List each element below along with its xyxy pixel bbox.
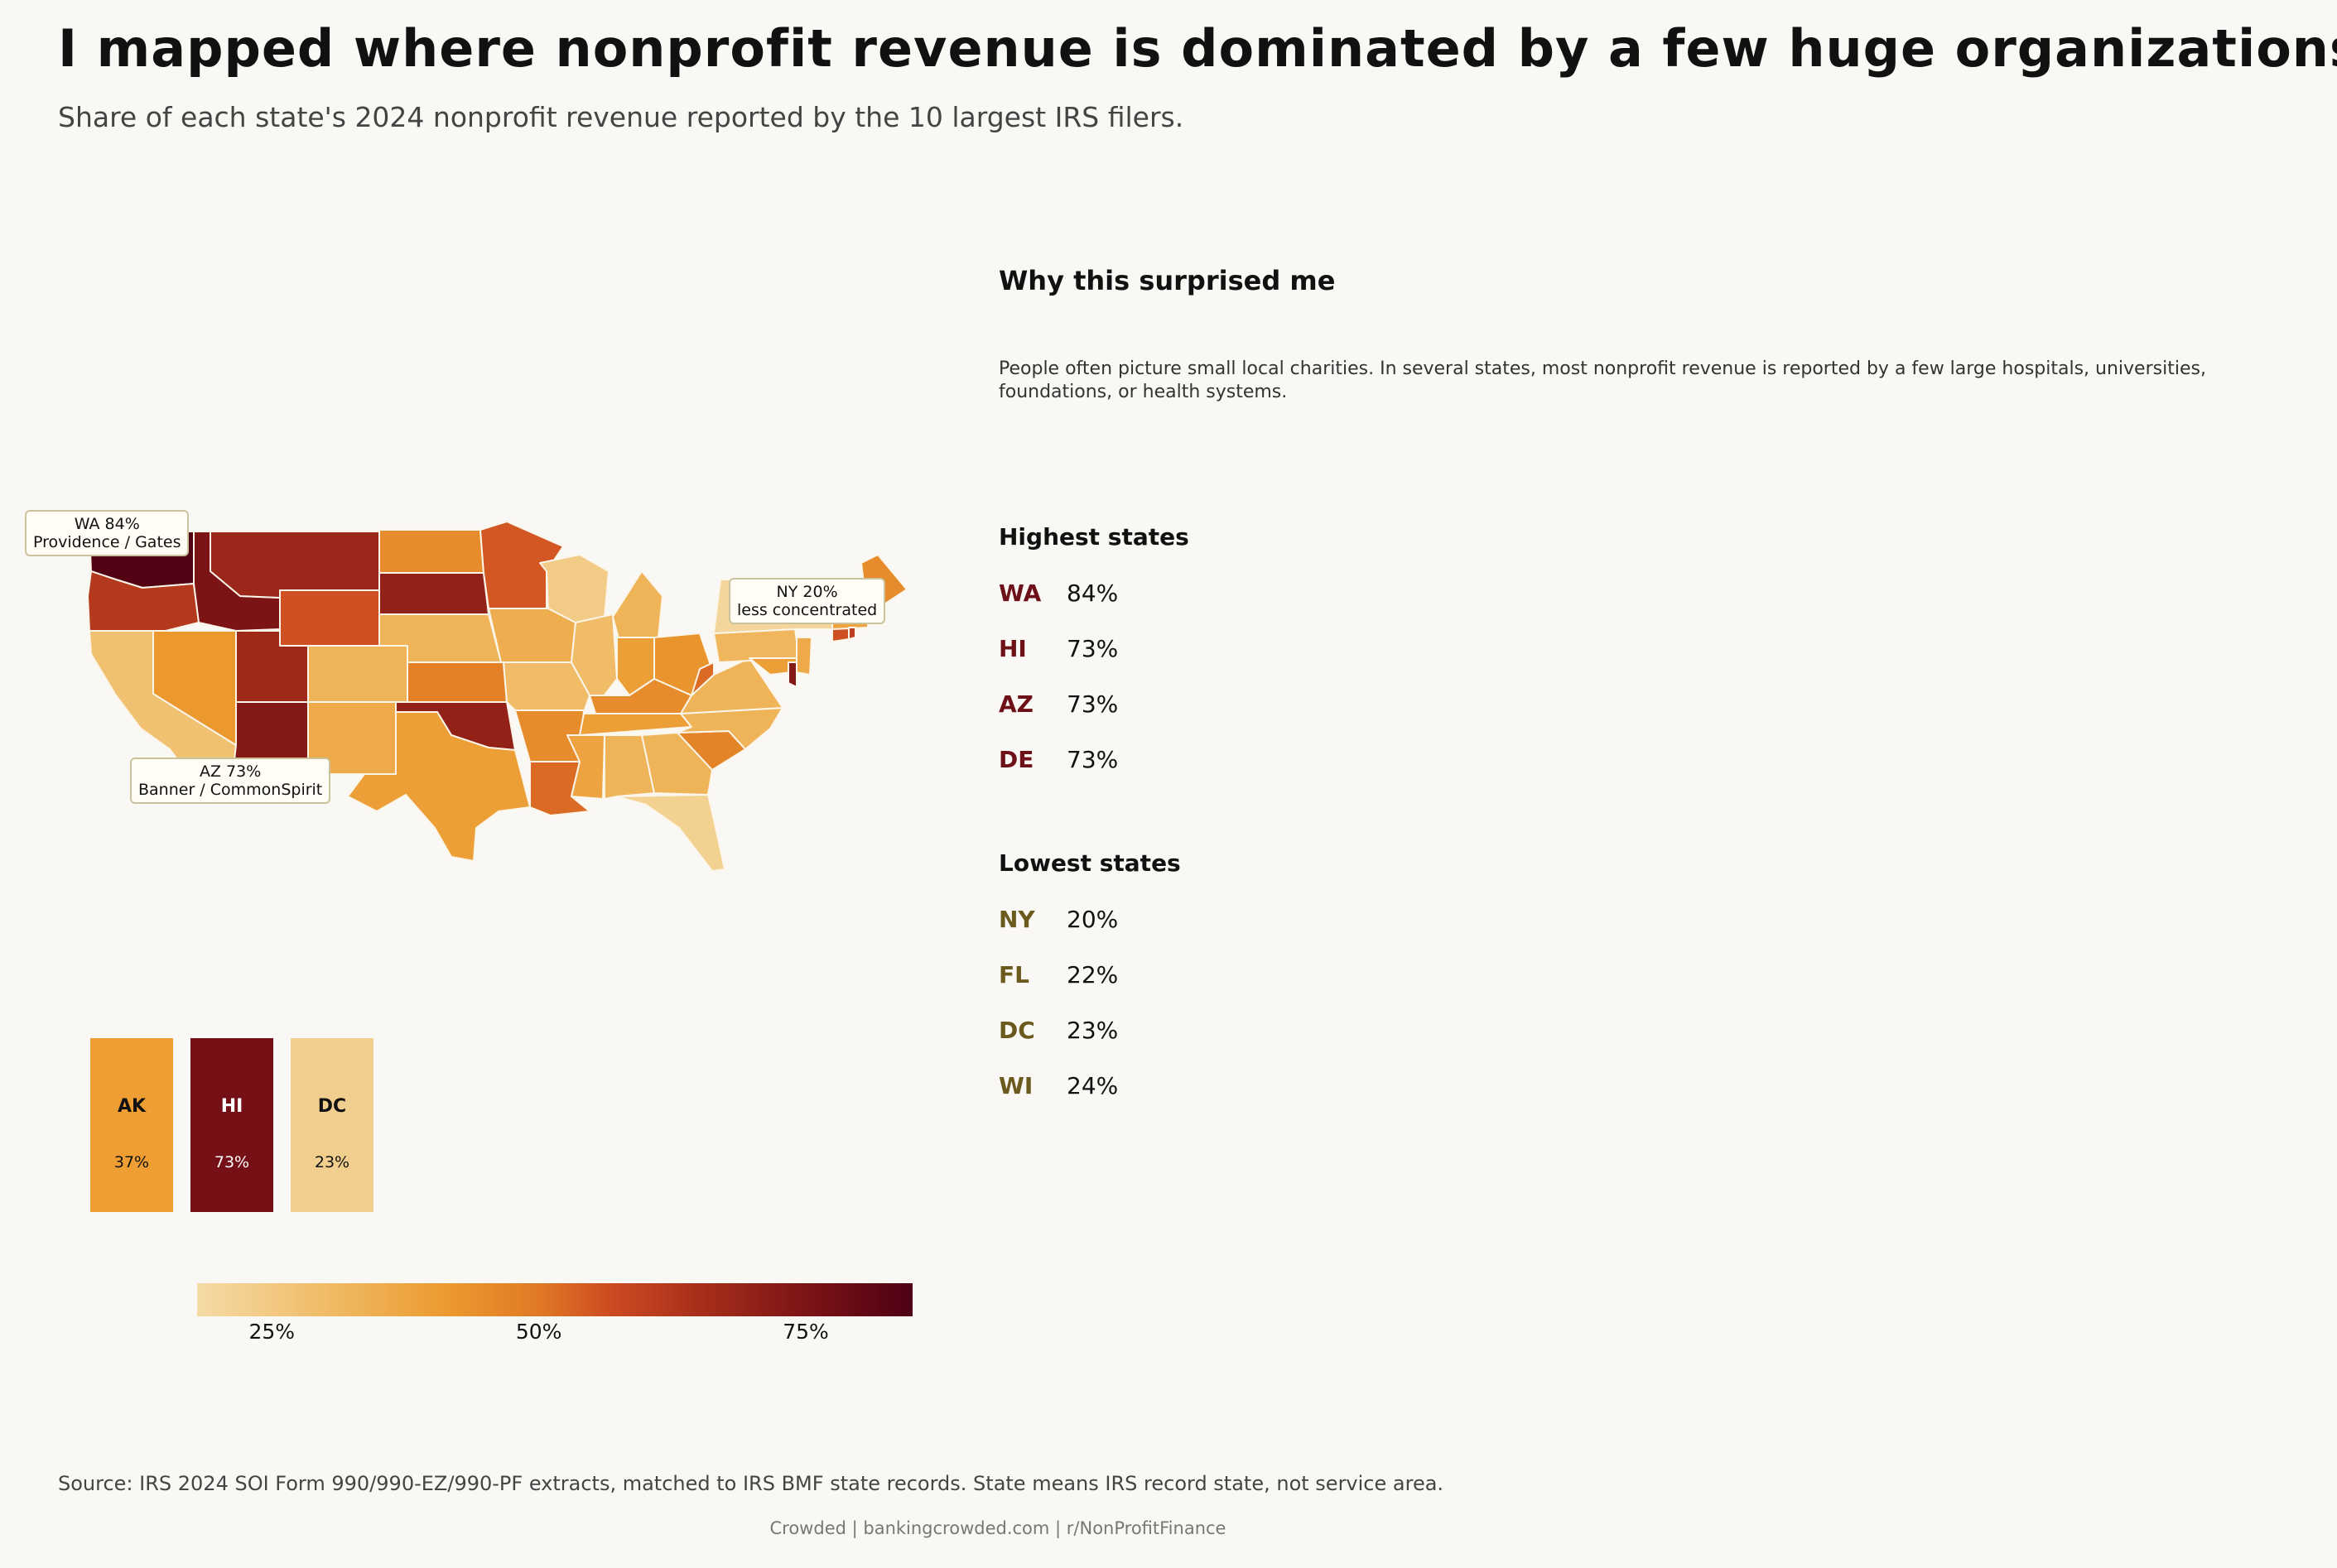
state-code: FL bbox=[999, 961, 1029, 988]
state-fl bbox=[616, 794, 725, 872]
state-ks bbox=[407, 661, 508, 703]
state-value: 20% bbox=[1067, 906, 1119, 933]
state-wy bbox=[279, 589, 380, 647]
state-value: 24% bbox=[1067, 1072, 1119, 1099]
legend-tick-label: 25% bbox=[248, 1320, 296, 1344]
lowest-row: NY 20% bbox=[999, 906, 1118, 933]
panel-heading: Why this surprised me bbox=[999, 265, 1336, 296]
state-ms bbox=[566, 734, 605, 800]
wa-callout: WA 84% Providence / Gates bbox=[25, 510, 190, 556]
state-tn bbox=[579, 713, 692, 736]
inset-tile-ak: AK 37% bbox=[90, 1038, 173, 1212]
legend-tick-label: 75% bbox=[783, 1320, 829, 1344]
inset-tile-hi: HI 73% bbox=[190, 1038, 273, 1212]
state-co bbox=[307, 645, 408, 703]
state-ri bbox=[848, 627, 856, 640]
highest-row: AZ 73% bbox=[999, 690, 1118, 718]
state-value: 23% bbox=[1067, 1017, 1119, 1044]
highest-row: DE 73% bbox=[999, 746, 1118, 773]
state-value: 73% bbox=[1067, 635, 1119, 662]
ny-callout: NY 20% less concentrated bbox=[729, 578, 886, 624]
source-note: Source: IRS 2024 SOI Form 990/990-EZ/990… bbox=[58, 1472, 1444, 1495]
lowest-row: FL 22% bbox=[999, 961, 1118, 988]
state-tx bbox=[347, 711, 531, 862]
inset-tile-dc: DC 23% bbox=[291, 1038, 373, 1212]
page-title: I mapped where nonprofit revenue is domi… bbox=[58, 18, 2337, 79]
panel-body: People often picture small local chariti… bbox=[999, 358, 2206, 402]
color-legend-bar bbox=[197, 1283, 913, 1316]
state-code: DC bbox=[999, 1017, 1035, 1044]
state-code: WA bbox=[999, 580, 1042, 607]
lowest-row: DC 23% bbox=[999, 1017, 1118, 1044]
state-sd bbox=[378, 572, 489, 615]
state-code: NY bbox=[999, 906, 1035, 933]
legend-tick-label: 50% bbox=[515, 1320, 562, 1344]
state-ga bbox=[641, 732, 713, 796]
highest-row: WA 84% bbox=[999, 580, 1118, 607]
page-subtitle: Share of each state's 2024 nonprofit rev… bbox=[58, 101, 1184, 133]
state-mt bbox=[210, 531, 380, 599]
state-mi bbox=[612, 570, 663, 642]
state-wv bbox=[691, 661, 715, 696]
highest-heading: Highest states bbox=[999, 523, 1189, 551]
az-callout: AZ 73% Banner / CommonSpirit bbox=[130, 758, 331, 804]
state-al bbox=[604, 734, 655, 800]
state-code: WI bbox=[999, 1072, 1034, 1099]
state-value: 22% bbox=[1067, 961, 1119, 988]
state-value: 73% bbox=[1067, 746, 1119, 773]
state-code: DE bbox=[999, 746, 1034, 773]
lowest-row: WI 24% bbox=[999, 1072, 1118, 1099]
state-value: 84% bbox=[1067, 580, 1119, 607]
state-de bbox=[788, 661, 797, 688]
footer-credit: Crowded | bankingcrowded.com | r/NonProf… bbox=[769, 1518, 1226, 1538]
state-nd bbox=[378, 529, 484, 574]
state-code: AZ bbox=[999, 690, 1034, 718]
lowest-heading: Lowest states bbox=[999, 849, 1181, 877]
highest-row: HI 73% bbox=[999, 635, 1118, 662]
state-code: HI bbox=[999, 635, 1027, 662]
state-nc bbox=[677, 707, 783, 750]
state-value: 73% bbox=[1067, 690, 1119, 718]
state-nj bbox=[796, 637, 812, 676]
